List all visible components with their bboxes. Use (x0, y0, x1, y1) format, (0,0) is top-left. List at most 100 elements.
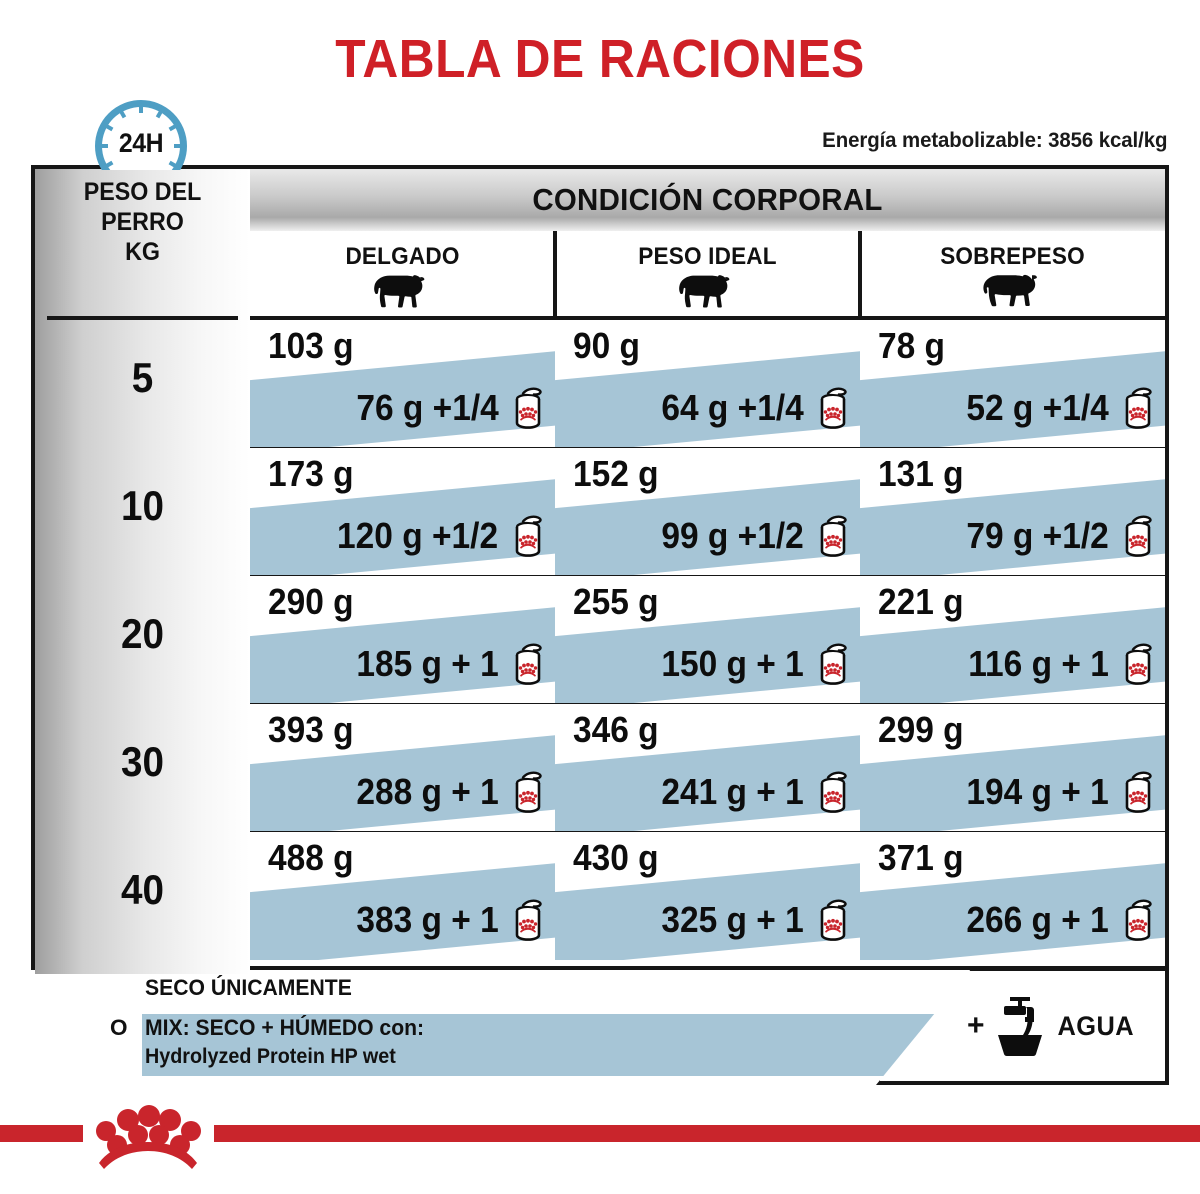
mix-ration-group: 185 g + 1 (351, 642, 545, 686)
clock-tick (168, 160, 181, 170)
ration-cell: 78 g 52 g +1/4 (860, 320, 1165, 448)
dry-ration-value: 173 g (268, 453, 354, 494)
weight-value: 30 (121, 738, 164, 785)
wet-can-icon (1121, 386, 1155, 430)
weight-column-header: PESO DEL PERRO KG (43, 177, 243, 267)
ideal-dog-icon (678, 275, 729, 308)
dry-ration-value: 290 g (268, 581, 354, 622)
wet-can-icon (511, 898, 545, 942)
subheader-rule (250, 316, 1165, 320)
clock-24h-label: 24H (118, 128, 164, 158)
dry-ration-value: 78 g (878, 325, 946, 366)
dry-ration-value: 131 g (878, 453, 964, 494)
mix-ration-group: 194 g + 1 (961, 770, 1155, 814)
faucet-bowl-icon (997, 997, 1042, 1056)
column-header-label: DELGADO (345, 243, 460, 270)
clock-tick (155, 106, 165, 119)
page-title: TABLA DE RACIONES (335, 29, 865, 89)
mix-ration-value: 52 g +1/4 (966, 387, 1109, 428)
ration-cell: 299 g 194 g + 1 (860, 704, 1165, 832)
ration-cell: 90 g 64 g +1/4 (555, 320, 860, 448)
mix-ration-value: 194 g + 1 (966, 771, 1109, 812)
wet-can-icon (1121, 514, 1155, 558)
mix-ration-group: 52 g +1/4 (961, 386, 1155, 430)
mix-ration-value: 79 g +1/2 (966, 515, 1109, 556)
ration-cell: 152 g 99 g +1/2 (555, 448, 860, 576)
mix-ration-value: 325 g + 1 (661, 899, 804, 940)
dry-ration-value: 346 g (573, 709, 659, 750)
column-header-delgado: DELGADO (250, 231, 555, 316)
table-footer: SECO ÚNICAMENTE O MIX: SECO + HÚMEDO con… (31, 967, 1169, 1088)
mix-ration-value: 99 g +1/2 (661, 515, 804, 556)
weight-header-line: PESO DEL (83, 178, 202, 206)
dry-ration-value: 371 g (878, 837, 964, 878)
mix-ration-value: 120 g +1/2 (336, 515, 498, 556)
logo-bar-left (0, 1125, 83, 1142)
mix-ration-value: 383 g + 1 (356, 899, 499, 940)
dry-ration-value: 299 g (878, 709, 964, 750)
weight-header-line: KG (125, 238, 160, 266)
dry-ration-value: 103 g (268, 325, 354, 366)
or-label: O (110, 1015, 128, 1040)
mix-ration-group: 325 g + 1 (656, 898, 850, 942)
weight-value: 20 (121, 610, 164, 657)
wet-can-icon (511, 642, 545, 686)
wet-can-icon (511, 514, 545, 558)
wet-can-icon (511, 770, 545, 814)
mix-ration-value: 266 g + 1 (966, 899, 1109, 940)
weight-value: 5 (131, 354, 154, 401)
wet-can-icon (816, 386, 850, 430)
ration-cell: 371 g 266 g + 1 (860, 832, 1165, 960)
dry-ration-value: 90 g (573, 325, 641, 366)
column-header-sobrepeso: SOBREPESO (860, 231, 1165, 316)
clock-ticks (95, 100, 187, 170)
water-label: AGUA (1056, 1010, 1134, 1041)
mix-ration-group: 76 g +1/4 (351, 386, 545, 430)
wet-can-icon (816, 642, 850, 686)
ration-cell: 221 g 116 g + 1 (860, 576, 1165, 704)
table-row: 173 g 120 g +1/2 152 g 99 g +1/2 131 g 79 g +… (250, 448, 1165, 576)
column-header-label: SOBREPESO (940, 243, 1085, 270)
weight-value: 10 (121, 482, 164, 529)
mix-ration-group: 150 g + 1 (656, 642, 850, 686)
mix-ration-group: 120 g +1/2 (331, 514, 545, 558)
mix-highlight-band (142, 1014, 960, 1076)
mix-ration-value: 64 g +1/4 (661, 387, 804, 428)
wet-can-icon (1121, 898, 1155, 942)
crown-icon (96, 1105, 201, 1169)
footer-box: SECO ÚNICAMENTE O MIX: SECO + HÚMEDO con… (31, 967, 1169, 1088)
dry-only-label: SECO ÚNICAMENTE (145, 975, 352, 1000)
clock-24h-icon: 24H (86, 98, 196, 170)
ration-cell: 290 g 185 g + 1 (250, 576, 555, 704)
mix-ration-group: 288 g + 1 (351, 770, 545, 814)
ration-cell: 430 g 325 g + 1 (555, 832, 860, 960)
wet-can-icon (511, 386, 545, 430)
rations-table: CONDICIÓN CORPORAL DELGADO PESO IDEAL SO… (31, 165, 1169, 974)
dry-ration-value: 488 g (268, 837, 354, 878)
table-row: 393 g 288 g + 1 346 g 241 g + 1 299 g 194 g +… (250, 704, 1165, 832)
mix-ration-group: 241 g + 1 (656, 770, 850, 814)
clock-tick (101, 160, 114, 170)
body-condition-header: CONDICIÓN CORPORAL (532, 182, 883, 217)
mix-ration-value: 116 g + 1 (968, 643, 1109, 684)
wet-can-icon (816, 770, 850, 814)
weight-value: 40 (121, 866, 164, 913)
wet-product-label: Hydrolyzed Protein HP wet (145, 1045, 396, 1068)
mix-ration-group: 99 g +1/2 (656, 514, 850, 558)
thin-dog-icon (373, 275, 424, 308)
mix-ration-value: 288 g + 1 (356, 771, 499, 812)
metabolizable-energy-text: Energía metabolizable: 3856 kcal/kg (821, 128, 1167, 152)
column-header-peso-ideal: PESO IDEAL (555, 231, 860, 316)
mix-ration-value: 150 g + 1 (661, 643, 804, 684)
overweight-dog-icon (982, 274, 1037, 307)
ration-cell: 393 g 288 g + 1 (250, 704, 555, 832)
mix-ration-value: 241 g + 1 (661, 771, 804, 812)
column-header-label: PESO IDEAL (638, 243, 777, 270)
table-row: 488 g 383 g + 1 430 g 325 g + 1 371 g 266 g +… (250, 832, 1165, 960)
ration-cell: 255 g 150 g + 1 (555, 576, 860, 704)
mix-ration-value: 76 g +1/4 (356, 387, 499, 428)
ration-cell: 346 g 241 g + 1 (555, 704, 860, 832)
clock-tick (117, 106, 127, 119)
plus-sign: + (966, 1009, 985, 1042)
dry-ration-value: 430 g (573, 837, 659, 878)
